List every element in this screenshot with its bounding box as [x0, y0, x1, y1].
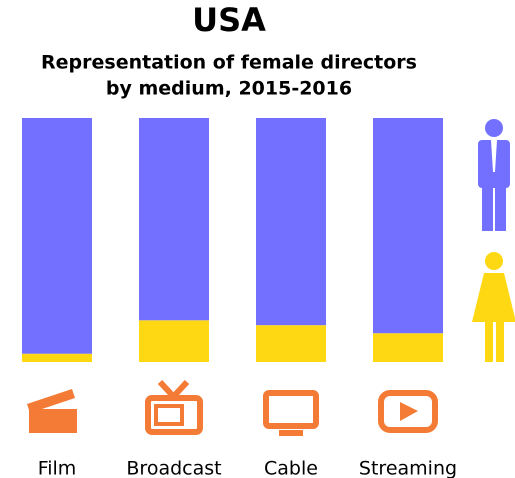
- category-label: Streaming: [359, 458, 457, 478]
- bar-segment: [139, 320, 209, 362]
- bar-segment: [373, 333, 443, 362]
- man-icon: [478, 119, 510, 231]
- bar-segment: [373, 118, 443, 334]
- category-label: Film: [38, 458, 77, 478]
- bar-segment: [22, 118, 92, 354]
- monitor-icon: [263, 390, 319, 436]
- tv-icon: [145, 379, 203, 435]
- bar-segment: [22, 353, 92, 362]
- bar-segment: [256, 118, 326, 326]
- play-icon: [378, 390, 438, 433]
- film-icon: [27, 389, 77, 433]
- bar-segment: [139, 118, 209, 321]
- chart-title: USA: [192, 1, 266, 39]
- category-label: Cable: [264, 458, 318, 478]
- category-label: Broadcast: [126, 458, 221, 478]
- chart-subtitle: Representation of female directors: [41, 52, 417, 74]
- woman-icon: [472, 252, 515, 362]
- chart-subtitle: by medium, 2015-2016: [106, 78, 352, 100]
- bar-segment: [256, 325, 326, 362]
